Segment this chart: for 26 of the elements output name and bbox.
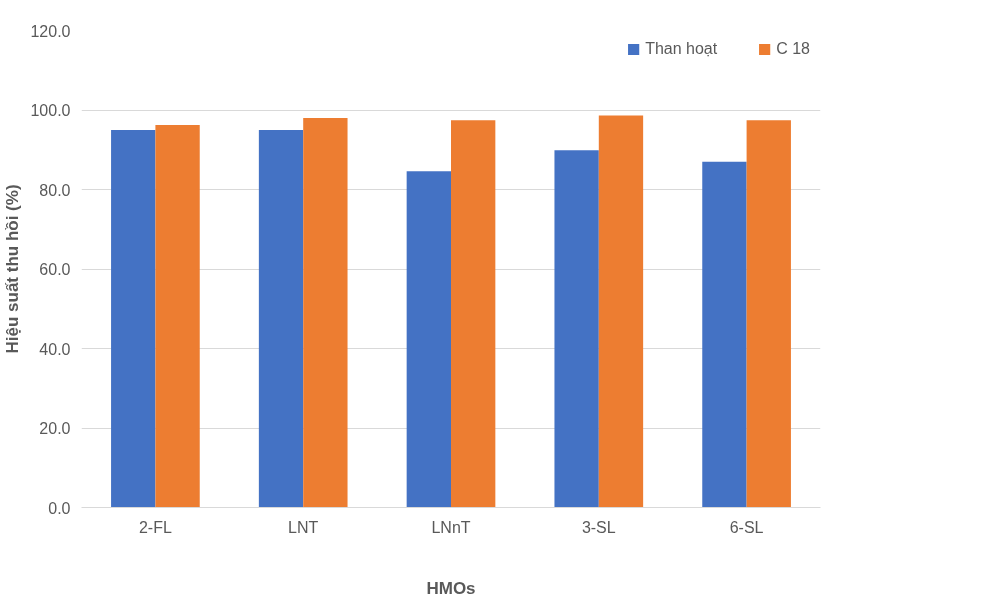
- bar: [258, 129, 304, 508]
- y-tick-label: 120.0: [30, 22, 71, 40]
- legend-label: Than hoạt: [645, 40, 718, 58]
- y-tick-label: 60.0: [39, 261, 71, 278]
- bar: [111, 129, 156, 508]
- bar: [702, 161, 747, 508]
- y-tick-label: 40.0: [39, 340, 71, 358]
- bar: [451, 120, 496, 508]
- x-axis-title: HMOs: [426, 578, 476, 598]
- x-tick-label: LNT: [288, 518, 319, 536]
- bar: [554, 150, 599, 508]
- x-tick-label: 2-FL: [138, 518, 172, 536]
- y-tick-label: 100.0: [30, 102, 71, 119]
- bar: [598, 115, 644, 508]
- bar: [406, 171, 451, 508]
- y-tick-label: 0.0: [48, 499, 71, 517]
- bar: [155, 125, 200, 508]
- y-tick-label: 80.0: [39, 181, 71, 199]
- x-tick-label: LNnT: [431, 518, 471, 536]
- bar: [746, 120, 791, 508]
- bar: [303, 117, 348, 508]
- legend-label: C 18: [776, 40, 810, 58]
- y-tick-label: 20.0: [39, 420, 71, 437]
- x-tick-label: 6-SL: [729, 518, 764, 536]
- x-tick-label: 3-SL: [581, 518, 616, 536]
- y-axis-title: Hiệu suất thu hồi (%): [3, 184, 23, 354]
